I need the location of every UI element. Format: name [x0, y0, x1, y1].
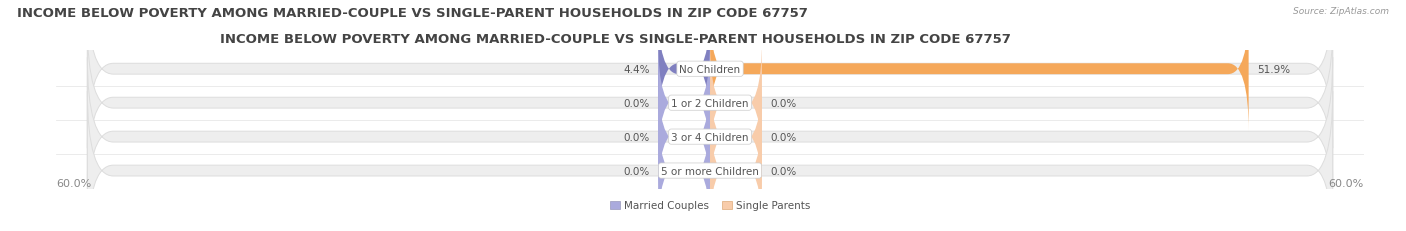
FancyBboxPatch shape: [710, 75, 762, 199]
FancyBboxPatch shape: [658, 109, 710, 231]
FancyBboxPatch shape: [710, 109, 762, 231]
Text: No Children: No Children: [679, 64, 741, 74]
Text: INCOME BELOW POVERTY AMONG MARRIED-COUPLE VS SINGLE-PARENT HOUSEHOLDS IN ZIP COD: INCOME BELOW POVERTY AMONG MARRIED-COUPL…: [17, 7, 807, 20]
FancyBboxPatch shape: [658, 7, 710, 132]
FancyBboxPatch shape: [710, 7, 1249, 132]
Text: 1 or 2 Children: 1 or 2 Children: [671, 98, 749, 108]
FancyBboxPatch shape: [87, 24, 1333, 182]
Text: 5 or more Children: 5 or more Children: [661, 166, 759, 176]
Text: 3 or 4 Children: 3 or 4 Children: [671, 132, 749, 142]
FancyBboxPatch shape: [87, 58, 1333, 216]
Text: INCOME BELOW POVERTY AMONG MARRIED-COUPLE VS SINGLE-PARENT HOUSEHOLDS IN ZIP COD: INCOME BELOW POVERTY AMONG MARRIED-COUPL…: [219, 33, 1011, 46]
FancyBboxPatch shape: [658, 75, 710, 199]
Legend: Married Couples, Single Parents: Married Couples, Single Parents: [606, 197, 814, 215]
Text: Source: ZipAtlas.com: Source: ZipAtlas.com: [1294, 7, 1389, 16]
Text: 0.0%: 0.0%: [770, 132, 796, 142]
Text: 0.0%: 0.0%: [624, 166, 650, 176]
Text: 0.0%: 0.0%: [770, 166, 796, 176]
Text: 0.0%: 0.0%: [624, 132, 650, 142]
FancyBboxPatch shape: [710, 41, 762, 165]
FancyBboxPatch shape: [87, 0, 1333, 149]
FancyBboxPatch shape: [87, 92, 1333, 231]
Text: 4.4%: 4.4%: [623, 64, 650, 74]
Text: 60.0%: 60.0%: [56, 179, 91, 188]
FancyBboxPatch shape: [658, 41, 710, 165]
Text: 0.0%: 0.0%: [770, 98, 796, 108]
Text: 51.9%: 51.9%: [1257, 64, 1291, 74]
Text: 60.0%: 60.0%: [1329, 179, 1364, 188]
Text: 0.0%: 0.0%: [624, 98, 650, 108]
